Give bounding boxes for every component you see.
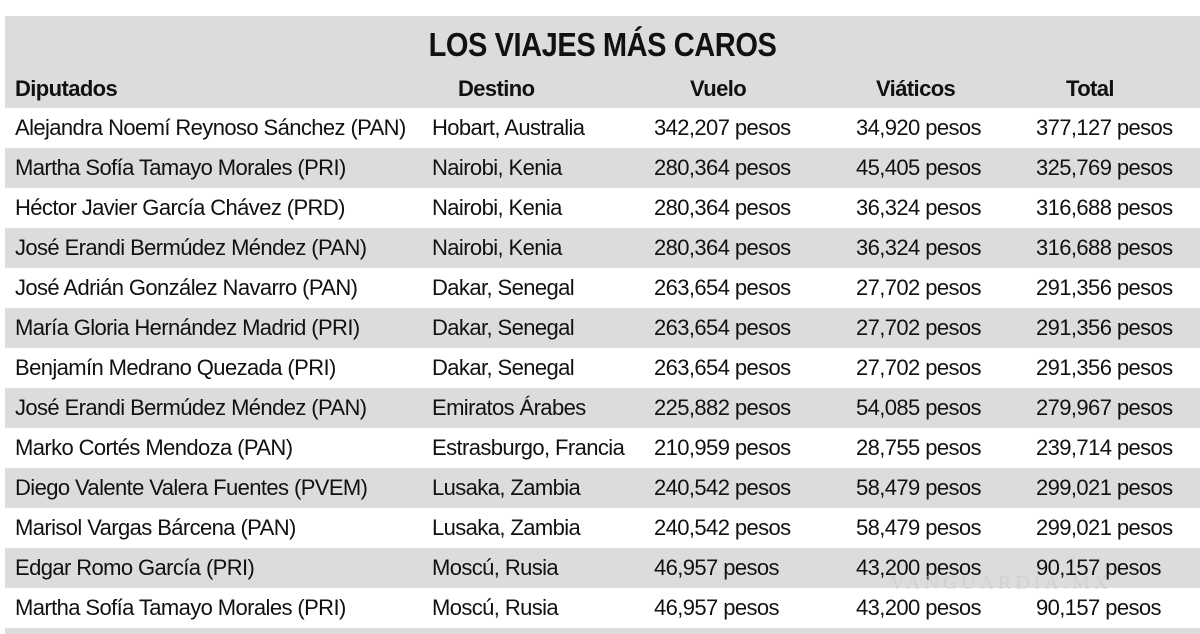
cell-destino: Nairobi, Kenia xyxy=(432,235,562,260)
cell-destino: Moscú, Rusia xyxy=(432,595,559,620)
cell-total: 316,688 pesos xyxy=(1036,195,1173,220)
cell-diputado: José Adrián González Navarro (PAN) xyxy=(15,275,358,300)
cell-vuelo: 280,364 pesos xyxy=(654,195,791,220)
cell-destino: Lusaka, Zambia xyxy=(432,515,581,540)
column-header-total: Total xyxy=(1066,76,1115,101)
cell-viaticos: 43,200 pesos xyxy=(856,555,982,580)
cell-destino: Nairobi, Kenia xyxy=(432,155,562,180)
column-header-diputados: Diputados xyxy=(15,76,118,101)
cell-destino: Estrasburgo, Francia xyxy=(432,435,625,460)
cell-vuelo: 280,364 pesos xyxy=(654,155,791,180)
cell-viaticos: 27,702 pesos xyxy=(856,355,982,380)
cell-total: 299,021 pesos xyxy=(1036,475,1173,500)
column-header-viaticos: Viáticos xyxy=(876,76,956,101)
cell-destino: Dakar, Senegal xyxy=(432,315,575,340)
cell-diputado: Alejandra Noemí Reynoso Sánchez (PAN) xyxy=(15,115,406,140)
cell-total: 299,021 pesos xyxy=(1036,515,1173,540)
cell-viaticos: 34,920 pesos xyxy=(856,115,982,140)
cell-total: 291,356 pesos xyxy=(1036,315,1173,340)
cell-total: 90,157 pesos xyxy=(1036,555,1162,580)
cell-vuelo: 240,542 pesos xyxy=(654,475,791,500)
cell-total: 239,714 pesos xyxy=(1036,435,1173,460)
table-row: María Gloria Hernández Madrid (PRI) Daka… xyxy=(5,308,1200,348)
cell-diputado: Héctor Javier García Chávez (PRD) xyxy=(15,195,345,220)
column-headers: Diputados Destino Vuelo Viáticos Total xyxy=(5,70,1200,108)
watermark: VANGUARDIA.MX xyxy=(890,572,1113,594)
table-row: José Erandi Bermúdez Méndez (PAN) Emirat… xyxy=(5,388,1200,428)
cell-diputado: Martha Sofía Tamayo Morales (PRI) xyxy=(15,155,346,180)
cell-viaticos: 43,200 pesos xyxy=(856,595,982,620)
cell-diputado: José Erandi Bermúdez Méndez (PAN) xyxy=(15,395,367,420)
table-title: LOS VIAJES MÁS CAROS xyxy=(428,26,777,63)
cell-vuelo: 280,364 pesos xyxy=(654,235,791,260)
cell-total: 279,967 pesos xyxy=(1036,395,1173,420)
table-body: Alejandra Noemí Reynoso Sánchez (PAN) Ho… xyxy=(5,108,1200,628)
cell-vuelo: 240,542 pesos xyxy=(654,515,791,540)
cell-viaticos: 28,755 pesos xyxy=(856,435,982,460)
table-row: Héctor Javier García Chávez (PRD) Nairob… xyxy=(5,188,1200,228)
cell-viaticos: 36,324 pesos xyxy=(856,195,982,220)
table-row: Edgar Romo García (PRI) Moscú, Rusia 46,… xyxy=(5,548,1200,588)
table-header: LOS VIAJES MÁS CAROS Diputados Destino V… xyxy=(5,16,1200,108)
cell-diputado: Martha Sofía Tamayo Morales (PRI) xyxy=(15,595,346,620)
cell-viaticos: 36,324 pesos xyxy=(856,235,982,260)
cell-total: 377,127 pesos xyxy=(1036,115,1173,140)
cell-viaticos: 58,479 pesos xyxy=(856,515,982,540)
table-row: Marko Cortés Mendoza (PAN) Estrasburgo, … xyxy=(5,428,1200,468)
table-row: Benjamín Medrano Quezada (PRI) Dakar, Se… xyxy=(5,348,1200,388)
cell-vuelo: 263,654 pesos xyxy=(654,315,791,340)
table-bottom-rule xyxy=(5,628,1200,634)
table-row: José Erandi Bermúdez Méndez (PAN) Nairob… xyxy=(5,228,1200,268)
cell-destino: Dakar, Senegal xyxy=(432,275,575,300)
cell-diputado: María Gloria Hernández Madrid (PRI) xyxy=(15,315,360,340)
cell-total: 291,356 pesos xyxy=(1036,355,1173,380)
cell-destino: Lusaka, Zambia xyxy=(432,475,581,500)
cell-vuelo: 263,654 pesos xyxy=(654,355,791,380)
table-row: José Adrián González Navarro (PAN) Dakar… xyxy=(5,268,1200,308)
table-row: Marisol Vargas Bárcena (PAN) Lusaka, Zam… xyxy=(5,508,1200,548)
cell-vuelo: 46,957 pesos xyxy=(654,555,780,580)
table-row: Martha Sofía Tamayo Morales (PRI) Moscú,… xyxy=(5,588,1200,628)
cell-viaticos: 27,702 pesos xyxy=(856,315,982,340)
cell-destino: Moscú, Rusia xyxy=(432,555,559,580)
cell-total: 90,157 pesos xyxy=(1036,595,1162,620)
cell-viaticos: 27,702 pesos xyxy=(856,275,982,300)
cell-viaticos: 58,479 pesos xyxy=(856,475,982,500)
cell-diputado: Benjamín Medrano Quezada (PRI) xyxy=(15,355,336,380)
cell-vuelo: 225,882 pesos xyxy=(654,395,791,420)
cell-destino: Dakar, Senegal xyxy=(432,355,575,380)
cell-diputado: Edgar Romo García (PRI) xyxy=(15,555,255,580)
cell-diputado: José Erandi Bermúdez Méndez (PAN) xyxy=(15,235,367,260)
expensive-trips-table: LOS VIAJES MÁS CAROS Diputados Destino V… xyxy=(5,16,1200,634)
cell-vuelo: 263,654 pesos xyxy=(654,275,791,300)
cell-total: 316,688 pesos xyxy=(1036,235,1173,260)
column-header-vuelo: Vuelo xyxy=(690,76,747,101)
cell-destino: Hobart, Australia xyxy=(432,115,585,140)
cell-vuelo: 342,207 pesos xyxy=(654,115,791,140)
cell-total: 291,356 pesos xyxy=(1036,275,1173,300)
table-row: Diego Valente Valera Fuentes (PVEM) Lusa… xyxy=(5,468,1200,508)
cell-viaticos: 45,405 pesos xyxy=(856,155,982,180)
cell-viaticos: 54,085 pesos xyxy=(856,395,982,420)
cell-diputado: Marisol Vargas Bárcena (PAN) xyxy=(15,515,296,540)
table-row: Alejandra Noemí Reynoso Sánchez (PAN) Ho… xyxy=(5,108,1200,148)
cell-vuelo: 46,957 pesos xyxy=(654,595,780,620)
cell-destino: Nairobi, Kenia xyxy=(432,195,562,220)
table-row: Martha Sofía Tamayo Morales (PRI) Nairob… xyxy=(5,148,1200,188)
cell-diputado: Diego Valente Valera Fuentes (PVEM) xyxy=(15,475,368,500)
cell-destino: Emiratos Árabes xyxy=(432,395,586,420)
cell-vuelo: 210,959 pesos xyxy=(654,435,791,460)
cell-diputado: Marko Cortés Mendoza (PAN) xyxy=(15,435,293,460)
column-header-destino: Destino xyxy=(458,76,535,101)
cell-total: 325,769 pesos xyxy=(1036,155,1173,180)
